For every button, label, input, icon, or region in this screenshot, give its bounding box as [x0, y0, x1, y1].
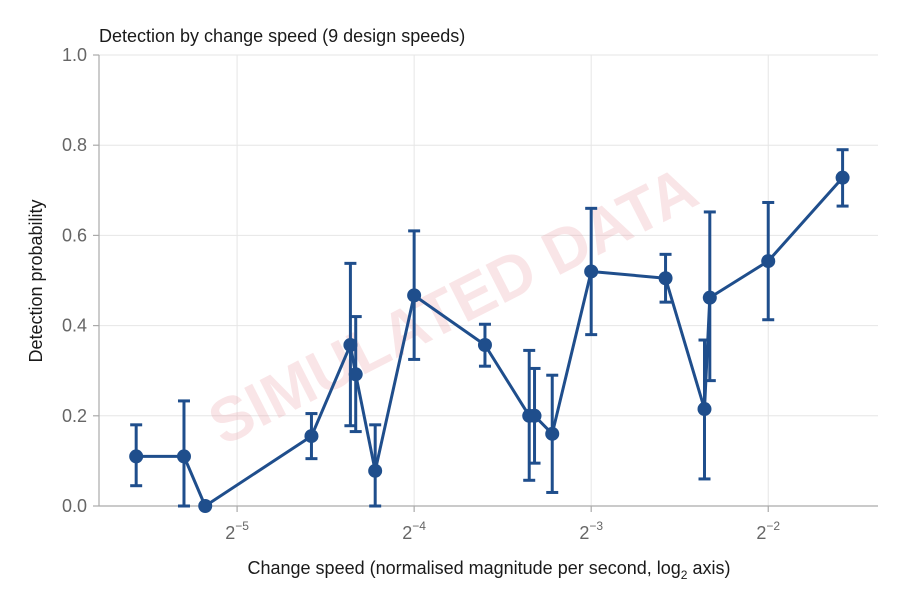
x-tick-label: 2−4: [402, 519, 426, 543]
y-tick-label: 0.8: [62, 135, 87, 155]
y-tick-label: 0.6: [62, 225, 87, 245]
y-axis-label: Detection probability: [26, 199, 46, 362]
data-point: [176, 449, 191, 464]
y-tick-label: 0.2: [62, 406, 87, 426]
x-axis-label: Change speed (normalised magnitude per s…: [248, 558, 731, 582]
data-point: [545, 426, 560, 441]
x-tick-label: 2−5: [225, 519, 249, 543]
data-point: [527, 408, 542, 423]
data-point: [761, 254, 776, 269]
data-point: [198, 499, 213, 513]
watermark: SIMULATED DATA: [198, 154, 708, 459]
y-tick-label: 1.0: [62, 45, 87, 65]
data-point: [584, 264, 599, 279]
points: [129, 170, 850, 513]
axes: [98, 55, 878, 507]
data-point: [835, 170, 850, 185]
data-point: [129, 449, 144, 464]
x-tick-label: 2−2: [756, 519, 780, 543]
data-point: [368, 463, 383, 478]
data-point: [658, 271, 673, 286]
data-point: [407, 288, 422, 303]
y-tick-label: 0.4: [62, 316, 87, 336]
data-point: [697, 402, 712, 417]
x-axis-label-main: Change speed (normalised magnitude per s…: [248, 558, 681, 578]
data-point: [477, 337, 492, 352]
x-axis-label-subscript: 2: [681, 568, 688, 582]
chart-title: Detection by change speed (9 design spee…: [99, 26, 465, 46]
ticks: 0.0 0.2 0.4 0.6 0.8 1.0 2−5 2−4 2−3 2−2: [62, 45, 780, 543]
x-axis-label-suffix: axis): [687, 558, 730, 578]
data-point: [343, 337, 358, 352]
data-point: [304, 429, 319, 444]
data-point: [348, 367, 363, 382]
series-line: [136, 176, 844, 508]
y-tick-label: 0.0: [62, 496, 87, 516]
x-tick-label: 2−3: [579, 519, 603, 543]
data-point: [702, 290, 717, 305]
